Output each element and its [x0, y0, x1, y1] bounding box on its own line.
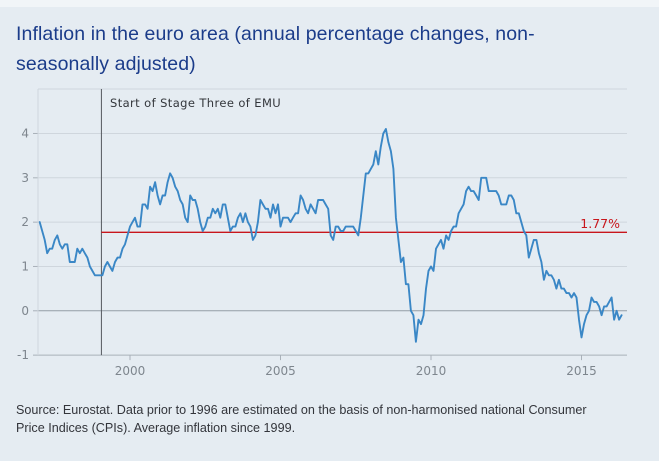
emu-annotation-label: Start of Stage Three of EMU [110, 96, 282, 110]
x-tick-label: 2005 [265, 364, 296, 378]
y-tick-label: -1 [17, 348, 29, 362]
x-tick-label: 2000 [115, 364, 146, 378]
average-inflation-label: 1.77% [580, 216, 620, 231]
y-tick-label: 1 [21, 259, 29, 273]
x-tick-label: 2015 [566, 364, 597, 378]
source-note: Source: Eurostat. Data prior to 1996 are… [16, 403, 587, 435]
inflation-series-line [38, 128, 623, 343]
y-tick-label: 3 [21, 171, 29, 185]
page-title: Inflation in the euro area (annual perce… [16, 23, 535, 75]
y-tick-label: 2 [21, 215, 29, 229]
y-tick-label: 4 [21, 126, 29, 140]
x-tick-label: 2010 [416, 364, 447, 378]
page-top-edge [0, 0, 659, 7]
y-tick-label: 0 [21, 304, 29, 318]
